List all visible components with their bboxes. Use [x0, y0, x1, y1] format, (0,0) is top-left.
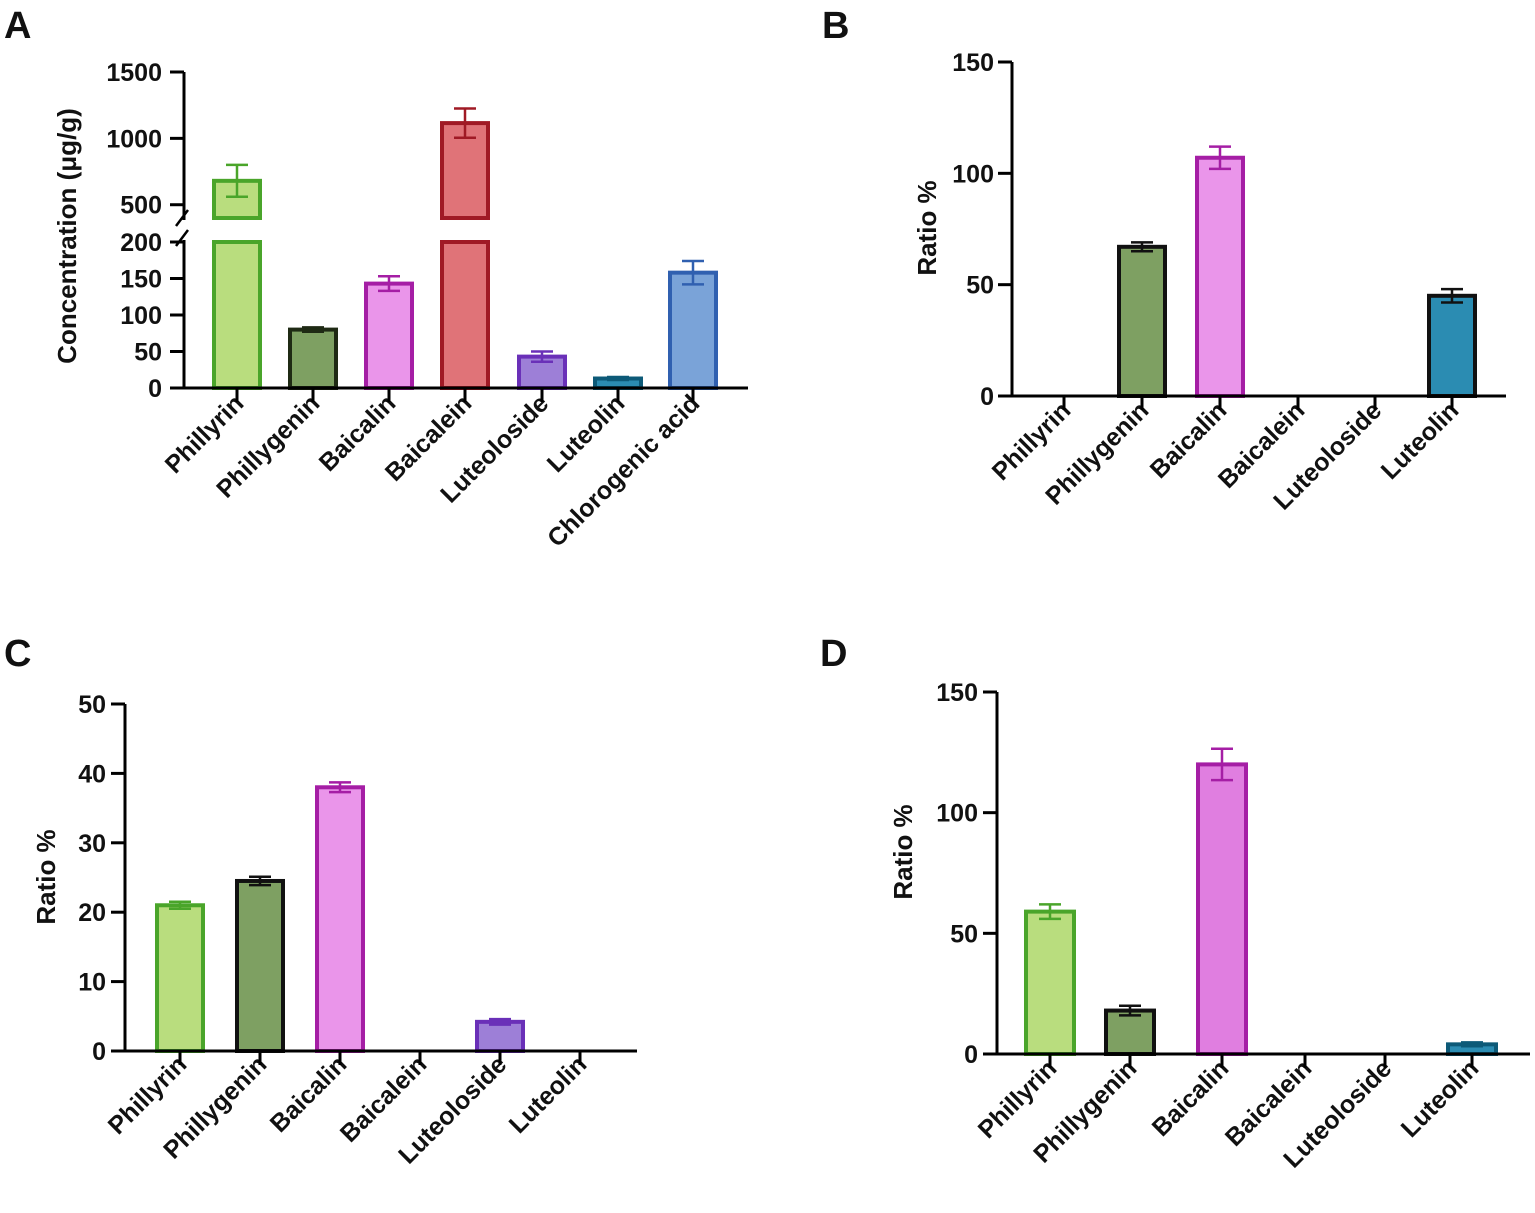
panel-a: A 0 50 100 150 200 500 1000 1500 Concentration (… — [4, 5, 748, 553]
panel-b-letter: B — [822, 5, 849, 47]
y-axis-title: Ratio % — [912, 180, 942, 275]
y-tick-label: 100 — [120, 302, 162, 330]
bar — [1195, 155, 1245, 398]
y-tick-label: 50 — [78, 691, 106, 719]
y-tick-label: 50 — [950, 920, 978, 948]
bar — [288, 327, 338, 391]
y-tick-label: 30 — [78, 830, 106, 858]
bar — [1104, 1008, 1156, 1056]
y-axis-title: Ratio % — [31, 829, 61, 924]
bar-lower-segment — [212, 240, 262, 390]
y-tick-label: 20 — [78, 899, 106, 927]
bar — [155, 903, 205, 1054]
bar — [1117, 244, 1167, 398]
bar — [1196, 762, 1248, 1057]
y-axis-title: Concentration (μg/g) — [52, 108, 82, 364]
axis-break-mark — [175, 209, 189, 227]
bar — [235, 878, 285, 1053]
y-tick-label: 150 — [952, 49, 994, 77]
bar — [668, 270, 718, 390]
bar — [364, 281, 414, 390]
y-tick-label: 40 — [78, 760, 106, 788]
y-tick-label: 0 — [92, 1038, 106, 1066]
y-tick-label: 150 — [120, 266, 162, 294]
bar — [1024, 909, 1076, 1057]
axis-break-mark — [175, 229, 189, 247]
y-tick-label: 0 — [964, 1041, 978, 1069]
bar — [315, 785, 365, 1054]
y-tick-label: 10 — [78, 969, 106, 997]
bar — [1427, 293, 1477, 398]
y-axis-title: Ratio % — [888, 804, 918, 899]
y-tick-label: 0 — [980, 383, 994, 411]
panel-a-letter: A — [4, 5, 31, 47]
bar-lower-segment — [440, 240, 490, 390]
y-tick-label: 200 — [120, 229, 162, 257]
panel-c-letter: C — [4, 633, 31, 675]
y-tick-label: 0 — [148, 375, 162, 403]
y-tick-label: 100 — [936, 800, 978, 828]
panel-d-letter: D — [820, 633, 847, 675]
y-tick-label: 150 — [936, 679, 978, 707]
y-tick-label: 1000 — [106, 125, 162, 153]
y-tick-label: 100 — [952, 160, 994, 188]
bar — [475, 1019, 525, 1053]
y-tick-label: 500 — [120, 192, 162, 220]
y-tick-label: 1500 — [106, 59, 162, 87]
y-tick-label: 50 — [966, 272, 994, 300]
y-tick-label: 50 — [134, 339, 162, 367]
bar-upper-segment — [440, 121, 490, 220]
